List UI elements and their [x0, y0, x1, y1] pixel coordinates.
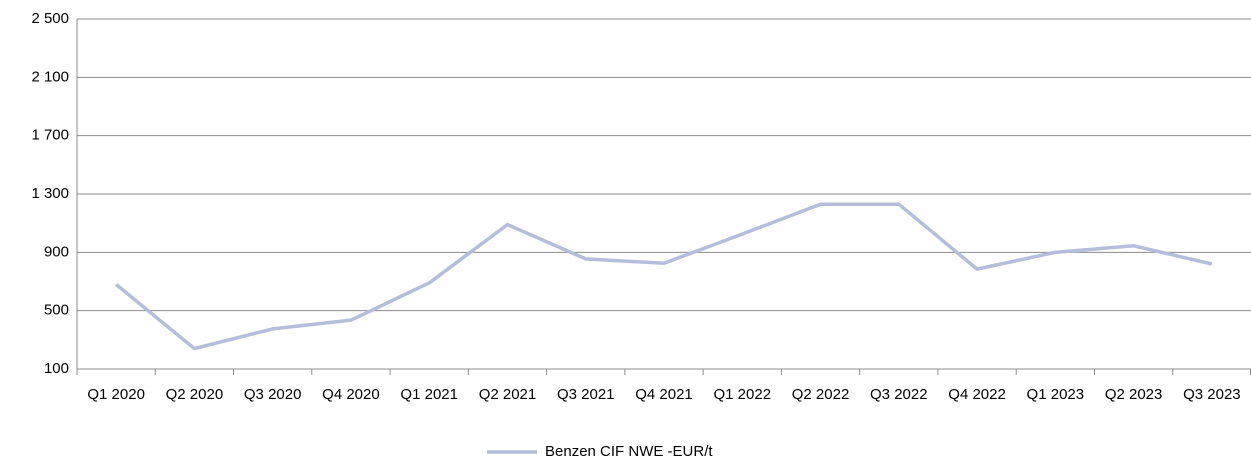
x-tick-label: Q4 2022 [948, 386, 1006, 403]
x-tick-label: Q2 2023 [1105, 386, 1163, 403]
x-tick-label: Q2 2022 [792, 386, 850, 403]
x-tick-label: Q4 2020 [322, 386, 380, 403]
x-tick-label: Q1 2020 [87, 386, 145, 403]
y-tick-label: 100 [44, 360, 69, 377]
x-tick-label: Q3 2020 [244, 386, 302, 403]
y-tick-label: 1 700 [31, 127, 69, 144]
x-tick-label: Q2 2021 [479, 386, 537, 403]
x-tick-label: Q1 2022 [713, 386, 771, 403]
legend-label: Benzen CIF NWE -EUR/t [545, 443, 713, 459]
x-tick-label: Q3 2022 [870, 386, 928, 403]
y-tick-label: 1 300 [31, 185, 69, 202]
y-tick-label: 900 [44, 243, 69, 260]
x-tick-label: Q1 2023 [1027, 386, 1085, 403]
y-tick-label: 2 100 [31, 68, 69, 85]
y-tick-label: 2 500 [31, 10, 69, 27]
x-tick-label: Q3 2023 [1183, 386, 1241, 403]
x-tick-label: Q3 2021 [557, 386, 615, 403]
y-tick-label: 500 [44, 302, 69, 319]
x-tick-label: Q1 2021 [400, 386, 458, 403]
x-tick-label: Q4 2021 [635, 386, 693, 403]
line [115, 202, 1213, 351]
x-tick-label: Q2 2020 [166, 386, 224, 403]
